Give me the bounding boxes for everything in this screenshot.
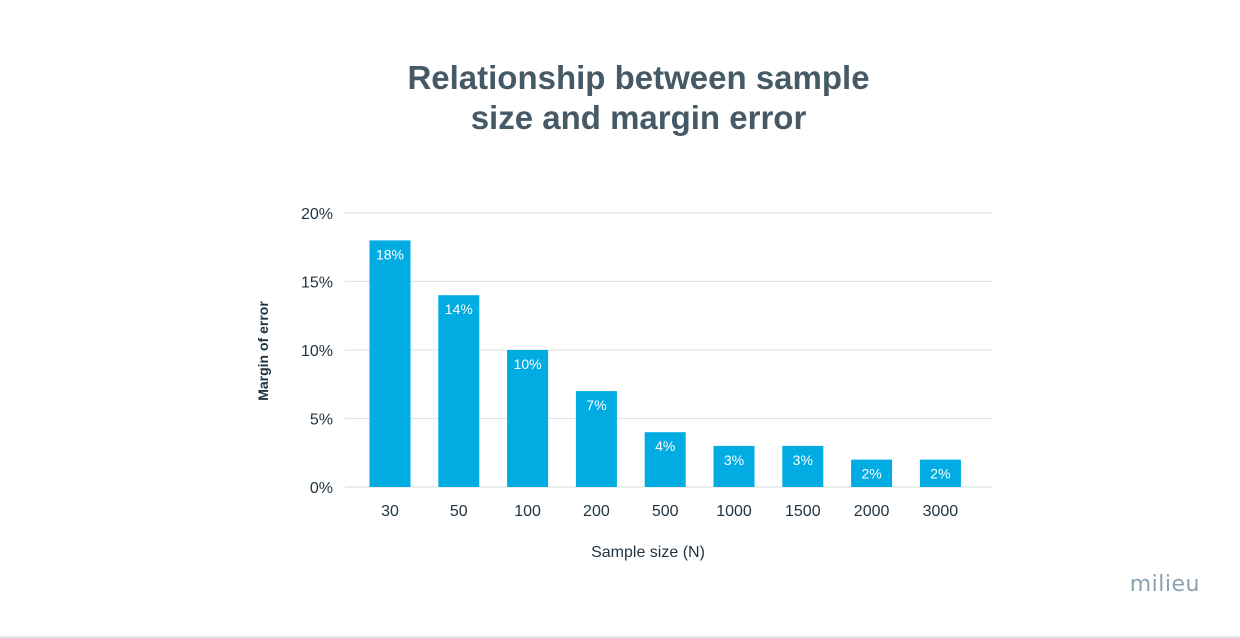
x-axis-label: Sample size (N) bbox=[591, 544, 705, 561]
y-tick-label: 20% bbox=[301, 206, 333, 223]
x-tick-label: 2000 bbox=[854, 503, 890, 520]
x-tick-label: 1500 bbox=[785, 503, 821, 520]
x-tick-label: 1000 bbox=[716, 503, 752, 520]
bar-value-label: 10% bbox=[514, 356, 542, 372]
x-tick-label: 200 bbox=[583, 503, 610, 520]
bar-value-label: 14% bbox=[445, 301, 473, 317]
bottom-divider bbox=[0, 636, 1240, 638]
bar bbox=[575, 391, 617, 487]
y-tick-label: 5% bbox=[310, 412, 333, 429]
bar-value-label: 3% bbox=[724, 452, 744, 468]
y-tick-label: 0% bbox=[310, 480, 333, 497]
chart-title-line-1: Relationship between sample bbox=[407, 59, 870, 96]
x-tick-label: 100 bbox=[514, 503, 541, 520]
x-tick-label: 30 bbox=[381, 503, 399, 520]
x-axis-ticks: 30 50 100 200 500 1000 1500 2000 3000 bbox=[381, 503, 958, 520]
y-tick-label: 10% bbox=[301, 343, 333, 360]
milieu-logo: milieu bbox=[1129, 572, 1200, 597]
bar-value-label: 2% bbox=[930, 466, 950, 482]
y-axis-ticks: 0% 5% 10% 15% 20% bbox=[301, 206, 333, 497]
x-tick-label: 50 bbox=[450, 503, 468, 520]
bar bbox=[644, 432, 686, 487]
bars: 18% 14% 10% 7% 4% 3% 3% 2% 2% bbox=[369, 240, 961, 487]
bar bbox=[438, 295, 480, 487]
bar bbox=[507, 350, 549, 487]
x-tick-label: 3000 bbox=[923, 503, 959, 520]
y-axis-label: Margin of error bbox=[255, 301, 271, 401]
bar-value-label: 2% bbox=[861, 466, 881, 482]
bar bbox=[713, 445, 755, 487]
bar bbox=[851, 459, 893, 487]
bar-value-label: 3% bbox=[793, 452, 813, 468]
bar-value-label: 7% bbox=[586, 397, 606, 413]
x-tick-label: 500 bbox=[652, 503, 679, 520]
bar-value-label: 4% bbox=[655, 438, 675, 454]
chart-title-line-2: size and margin error bbox=[470, 99, 807, 136]
bar bbox=[369, 240, 411, 487]
bar bbox=[919, 459, 961, 487]
bar bbox=[782, 445, 824, 487]
bar-value-label: 18% bbox=[376, 246, 404, 262]
y-tick-label: 15% bbox=[301, 275, 333, 292]
chart-title: Relationship between sample size and mar… bbox=[0, 58, 1240, 138]
